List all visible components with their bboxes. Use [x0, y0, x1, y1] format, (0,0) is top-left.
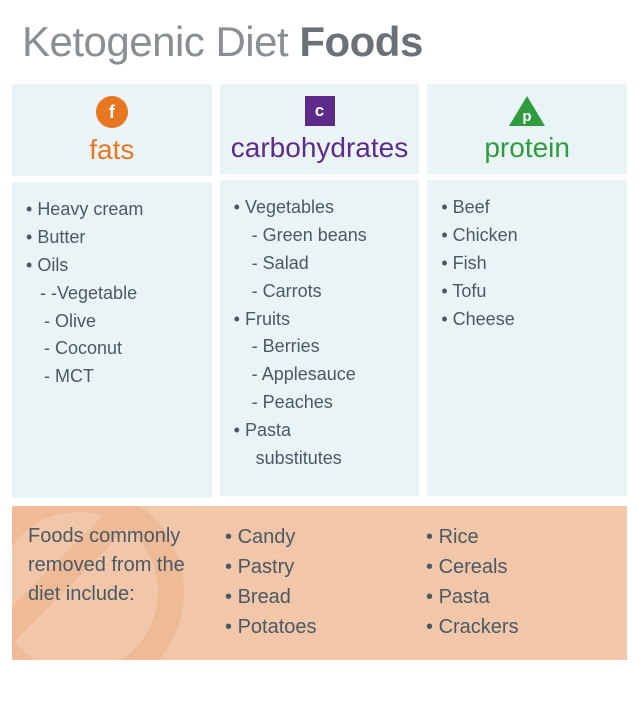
circle-icon: f: [96, 96, 128, 128]
footer-item: Crackers: [424, 612, 617, 642]
list-item: Butter: [26, 224, 202, 252]
list-subitem: Olive: [26, 308, 202, 336]
list-item: Chicken: [441, 222, 617, 250]
fats-label: fats: [12, 134, 212, 166]
list-subitem: Green beans: [234, 222, 410, 250]
footer-intro-col: Foods commonly removed from the diet inc…: [22, 522, 215, 642]
carbs-list: Vegetables Green beans Salad Carrots Fru…: [220, 180, 420, 496]
list-subitem: Coconut: [26, 335, 202, 363]
fats-list: Heavy cream Butter Oils -Vegetable Olive…: [12, 182, 212, 498]
footer-item: Candy: [223, 522, 416, 552]
list-subitem: Berries: [234, 333, 410, 361]
header-carbs: c carbohydrates: [220, 84, 420, 174]
list-subitem: Peaches: [234, 389, 410, 417]
list-continuation: substitutes: [234, 445, 410, 473]
list-subitem: Carrots: [234, 278, 410, 306]
footer-item: Bread: [223, 582, 416, 612]
category-columns: f fats Heavy cream Butter Oils -Vegetabl…: [8, 84, 631, 498]
footer-col3: Rice Cereals Pasta Crackers: [424, 522, 617, 642]
square-icon: c: [305, 96, 335, 126]
footer-col2: Candy Pastry Bread Potatoes: [223, 522, 416, 642]
carbs-label: carbohydrates: [220, 132, 420, 164]
svg-text:p: p: [523, 108, 532, 125]
footer-item: Pasta: [424, 582, 617, 612]
list-subitem: -Vegetable: [26, 280, 202, 308]
footer-item: Pastry: [223, 552, 416, 582]
icon-letter: f: [109, 102, 115, 123]
column-carbs: c carbohydrates Vegetables Green beans S…: [220, 84, 420, 498]
column-protein: p protein Beef Chicken Fish Tofu Cheese: [427, 84, 627, 498]
carbs-icon: c: [220, 96, 420, 126]
list-item: Cheese: [441, 306, 617, 334]
list-item: Oils: [26, 252, 202, 280]
list-item: Fish: [441, 250, 617, 278]
list-item: Beef: [441, 194, 617, 222]
protein-label: protein: [427, 132, 627, 164]
list-item: Vegetables: [234, 194, 410, 222]
header-protein: p protein: [427, 84, 627, 174]
title-light: Ketogenic Diet: [22, 18, 299, 65]
page-title: Ketogenic Diet Foods: [8, 8, 631, 84]
keto-foods-infographic: Ketogenic Diet Foods f fats Heavy cream …: [0, 0, 639, 668]
protein-icon: p: [427, 96, 627, 126]
fats-icon: f: [12, 96, 212, 128]
protein-list: Beef Chicken Fish Tofu Cheese: [427, 180, 627, 496]
footer-intro: Foods commonly removed from the diet inc…: [22, 522, 215, 609]
list-subitem: Applesauce: [234, 361, 410, 389]
list-item: Heavy cream: [26, 196, 202, 224]
footer-item: Potatoes: [223, 612, 416, 642]
footer-item: Cereals: [424, 552, 617, 582]
header-fats: f fats: [12, 84, 212, 176]
list-subitem: Salad: [234, 250, 410, 278]
triangle-icon: p: [509, 96, 545, 126]
column-fats: f fats Heavy cream Butter Oils -Vegetabl…: [12, 84, 212, 498]
removed-foods-section: Foods commonly removed from the diet inc…: [12, 506, 627, 660]
list-subitem: MCT: [26, 363, 202, 391]
footer-item: Rice: [424, 522, 617, 552]
list-item: Fruits: [234, 306, 410, 334]
icon-letter: c: [315, 101, 324, 121]
list-item: Pasta: [234, 417, 410, 445]
list-item: Tofu: [441, 278, 617, 306]
title-bold: Foods: [299, 18, 422, 65]
